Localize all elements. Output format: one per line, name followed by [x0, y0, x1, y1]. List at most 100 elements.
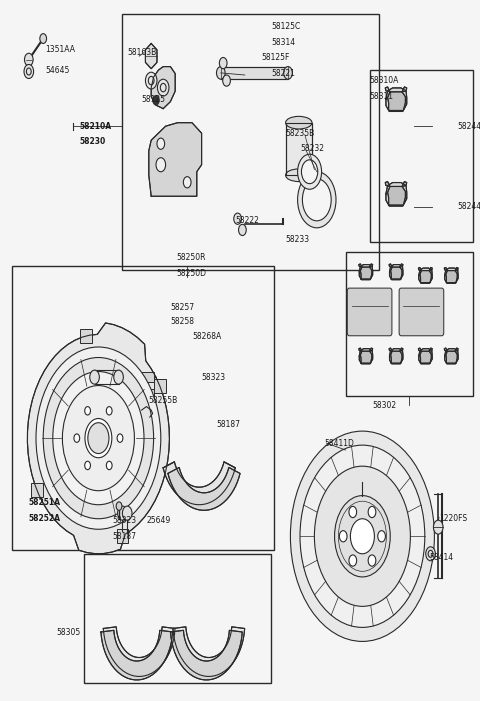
Polygon shape [170, 630, 242, 680]
Bar [12, 266, 274, 550]
Polygon shape [385, 182, 390, 186]
Circle shape [157, 138, 165, 149]
Circle shape [426, 547, 435, 561]
Circle shape [284, 67, 292, 79]
Polygon shape [429, 348, 432, 351]
Text: 58251A: 58251A [29, 498, 61, 507]
Circle shape [117, 434, 123, 442]
Circle shape [53, 372, 144, 505]
Ellipse shape [286, 116, 312, 129]
Text: 58314: 58314 [271, 38, 295, 46]
Polygon shape [359, 348, 372, 364]
Circle shape [183, 177, 191, 188]
Circle shape [298, 154, 322, 189]
Polygon shape [360, 351, 372, 363]
Polygon shape [389, 264, 392, 267]
Polygon shape [391, 267, 402, 279]
Text: 58268A: 58268A [192, 332, 221, 341]
Polygon shape [385, 87, 390, 92]
Polygon shape [400, 348, 403, 351]
Text: 58244A: 58244A [457, 122, 480, 130]
Polygon shape [370, 348, 372, 351]
Circle shape [90, 370, 99, 384]
Polygon shape [444, 348, 458, 364]
Text: 58244A: 58244A [457, 203, 480, 211]
Polygon shape [420, 271, 432, 283]
Text: 1220FS: 1220FS [439, 515, 468, 523]
Polygon shape [390, 264, 403, 280]
Circle shape [216, 67, 225, 79]
Circle shape [153, 95, 159, 105]
Polygon shape [419, 268, 421, 271]
Text: 25649: 25649 [146, 516, 171, 524]
Polygon shape [389, 348, 392, 351]
Text: 58323: 58323 [113, 516, 137, 524]
Circle shape [85, 418, 112, 458]
Circle shape [88, 423, 109, 454]
Text: 58232: 58232 [300, 144, 324, 153]
Bar [346, 252, 473, 396]
Text: 58163B: 58163B [127, 48, 156, 57]
Circle shape [339, 531, 347, 542]
Circle shape [24, 64, 34, 79]
Text: 58230: 58230 [79, 137, 106, 146]
Polygon shape [163, 462, 235, 505]
Text: 58311: 58311 [370, 93, 394, 101]
Bar [154, 379, 166, 393]
Polygon shape [419, 348, 421, 351]
Polygon shape [370, 264, 372, 267]
Text: 58235B: 58235B [286, 129, 315, 137]
Polygon shape [101, 630, 173, 680]
Polygon shape [444, 348, 447, 351]
Polygon shape [429, 268, 432, 271]
Text: 58258: 58258 [170, 317, 194, 325]
Circle shape [156, 158, 166, 172]
Polygon shape [446, 351, 457, 363]
Circle shape [298, 172, 336, 228]
Bar [80, 329, 92, 343]
Polygon shape [400, 264, 403, 267]
Polygon shape [391, 351, 402, 363]
Circle shape [234, 213, 241, 224]
Polygon shape [359, 348, 362, 351]
Circle shape [368, 555, 376, 566]
Circle shape [84, 461, 90, 470]
Circle shape [84, 407, 90, 415]
Circle shape [145, 72, 157, 89]
Text: 58187: 58187 [113, 532, 137, 540]
Polygon shape [419, 268, 432, 283]
Circle shape [219, 57, 227, 69]
Polygon shape [359, 264, 362, 267]
Polygon shape [145, 43, 157, 69]
Circle shape [335, 496, 390, 577]
Polygon shape [419, 348, 432, 364]
Polygon shape [168, 468, 240, 510]
Text: 58125C: 58125C [271, 22, 300, 31]
Text: 58233: 58233 [286, 236, 310, 244]
Circle shape [349, 555, 357, 566]
Circle shape [314, 466, 410, 606]
Text: 58250D: 58250D [177, 269, 206, 278]
Circle shape [290, 431, 434, 641]
Circle shape [106, 407, 112, 415]
Circle shape [433, 520, 443, 534]
Text: 58305: 58305 [57, 628, 81, 637]
Circle shape [223, 75, 230, 86]
Polygon shape [27, 323, 169, 554]
Text: 58257: 58257 [170, 303, 194, 311]
Circle shape [122, 506, 132, 520]
Circle shape [74, 434, 80, 442]
Text: 58411D: 58411D [324, 439, 354, 447]
Circle shape [24, 53, 33, 66]
Text: 58125: 58125 [142, 95, 166, 104]
Polygon shape [420, 351, 432, 363]
Circle shape [114, 370, 123, 384]
Polygon shape [446, 271, 457, 283]
Text: 54645: 54645 [46, 66, 70, 74]
Text: 58221: 58221 [271, 69, 295, 78]
Polygon shape [151, 67, 175, 109]
Circle shape [239, 224, 246, 236]
Text: 58302: 58302 [372, 401, 396, 409]
Polygon shape [444, 268, 458, 283]
Text: 58187: 58187 [216, 420, 240, 428]
